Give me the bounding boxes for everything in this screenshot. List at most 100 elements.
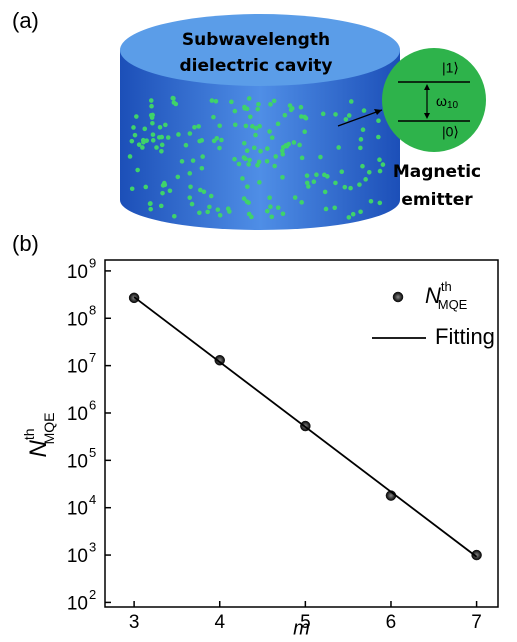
dot (247, 158, 252, 163)
y-tick-exp: 2 (89, 587, 96, 602)
y-tick-label: 10 (67, 499, 88, 520)
dot (160, 191, 165, 196)
dot (269, 214, 274, 219)
dot (143, 185, 148, 190)
dot (358, 209, 363, 214)
dot (333, 181, 338, 186)
dot (324, 207, 329, 212)
dot (171, 96, 176, 101)
dot (162, 181, 167, 186)
dot (200, 154, 205, 159)
dot (267, 129, 272, 134)
dot (137, 142, 142, 147)
dot (276, 205, 281, 210)
dot (272, 99, 277, 104)
dot (131, 125, 136, 130)
dot (205, 210, 210, 215)
dot (367, 170, 372, 175)
y-tick-label: 10 (67, 262, 88, 283)
dot (323, 190, 328, 195)
dot (207, 205, 212, 210)
dot (149, 113, 154, 118)
dot (240, 176, 245, 181)
y-tick-label: 10 (67, 593, 88, 614)
dot (242, 106, 247, 111)
dot (149, 104, 154, 109)
dot (265, 159, 270, 164)
dot (159, 149, 164, 154)
y-tick-label: 10 (67, 309, 88, 330)
dot (200, 166, 205, 171)
fit-line (134, 297, 476, 557)
dot (148, 201, 153, 206)
dot (322, 173, 327, 178)
dot (135, 168, 140, 173)
dot (196, 124, 201, 129)
dot (254, 126, 259, 131)
dot (163, 123, 168, 128)
y-tick-label: 10 (67, 404, 88, 425)
x-tick-label: 6 (386, 612, 397, 633)
legend-label: Fitting (435, 324, 495, 349)
dot (247, 96, 252, 101)
dot (245, 148, 250, 153)
x-tick-label: 4 (214, 612, 225, 633)
omega-sub: 10 (447, 100, 459, 111)
x-tick-label: 7 (471, 612, 482, 633)
dot (253, 133, 258, 138)
dot (219, 138, 224, 143)
dot (197, 210, 202, 215)
dot (299, 114, 304, 119)
dot (297, 143, 302, 148)
y-tick-label: 10 (67, 451, 88, 472)
dot (332, 205, 337, 210)
dot (216, 207, 221, 212)
dot (369, 199, 374, 204)
dot (154, 145, 159, 150)
dot (190, 202, 195, 207)
legend-sub: MQE (438, 297, 468, 312)
dot (305, 173, 310, 178)
dot (166, 135, 171, 140)
dot (150, 121, 155, 126)
dot (286, 142, 291, 147)
y-tick-exp: 3 (89, 539, 96, 554)
dot (292, 140, 297, 145)
dot (187, 171, 192, 176)
dot (359, 137, 364, 142)
dot (151, 132, 156, 137)
dot (214, 136, 219, 141)
dot (248, 114, 253, 119)
dot (270, 135, 275, 140)
dot (276, 122, 281, 127)
emitter-text: Magnetic (393, 162, 481, 182)
y-tick-exp: 9 (89, 255, 96, 270)
y-tick-exp: 6 (89, 397, 96, 412)
dot (299, 200, 304, 205)
dot (252, 145, 257, 150)
dot (233, 122, 238, 127)
dot (184, 143, 189, 148)
dot (344, 117, 349, 122)
dot (362, 108, 367, 113)
dot (160, 143, 165, 148)
dot (336, 145, 341, 150)
dot (347, 113, 352, 118)
dot (176, 132, 181, 137)
dot (258, 149, 263, 154)
dot (265, 146, 270, 151)
dot (226, 206, 231, 211)
dot (245, 199, 250, 204)
dot (381, 162, 386, 167)
dot (342, 185, 347, 190)
dot (172, 100, 177, 105)
dot (267, 195, 272, 200)
dot (130, 139, 135, 144)
y-tick-exp: 5 (89, 445, 96, 460)
y-tick-exp: 4 (89, 492, 96, 507)
dot (280, 175, 285, 180)
dot (242, 155, 247, 160)
y-tick-label: 10 (67, 357, 88, 378)
dot (233, 109, 238, 114)
